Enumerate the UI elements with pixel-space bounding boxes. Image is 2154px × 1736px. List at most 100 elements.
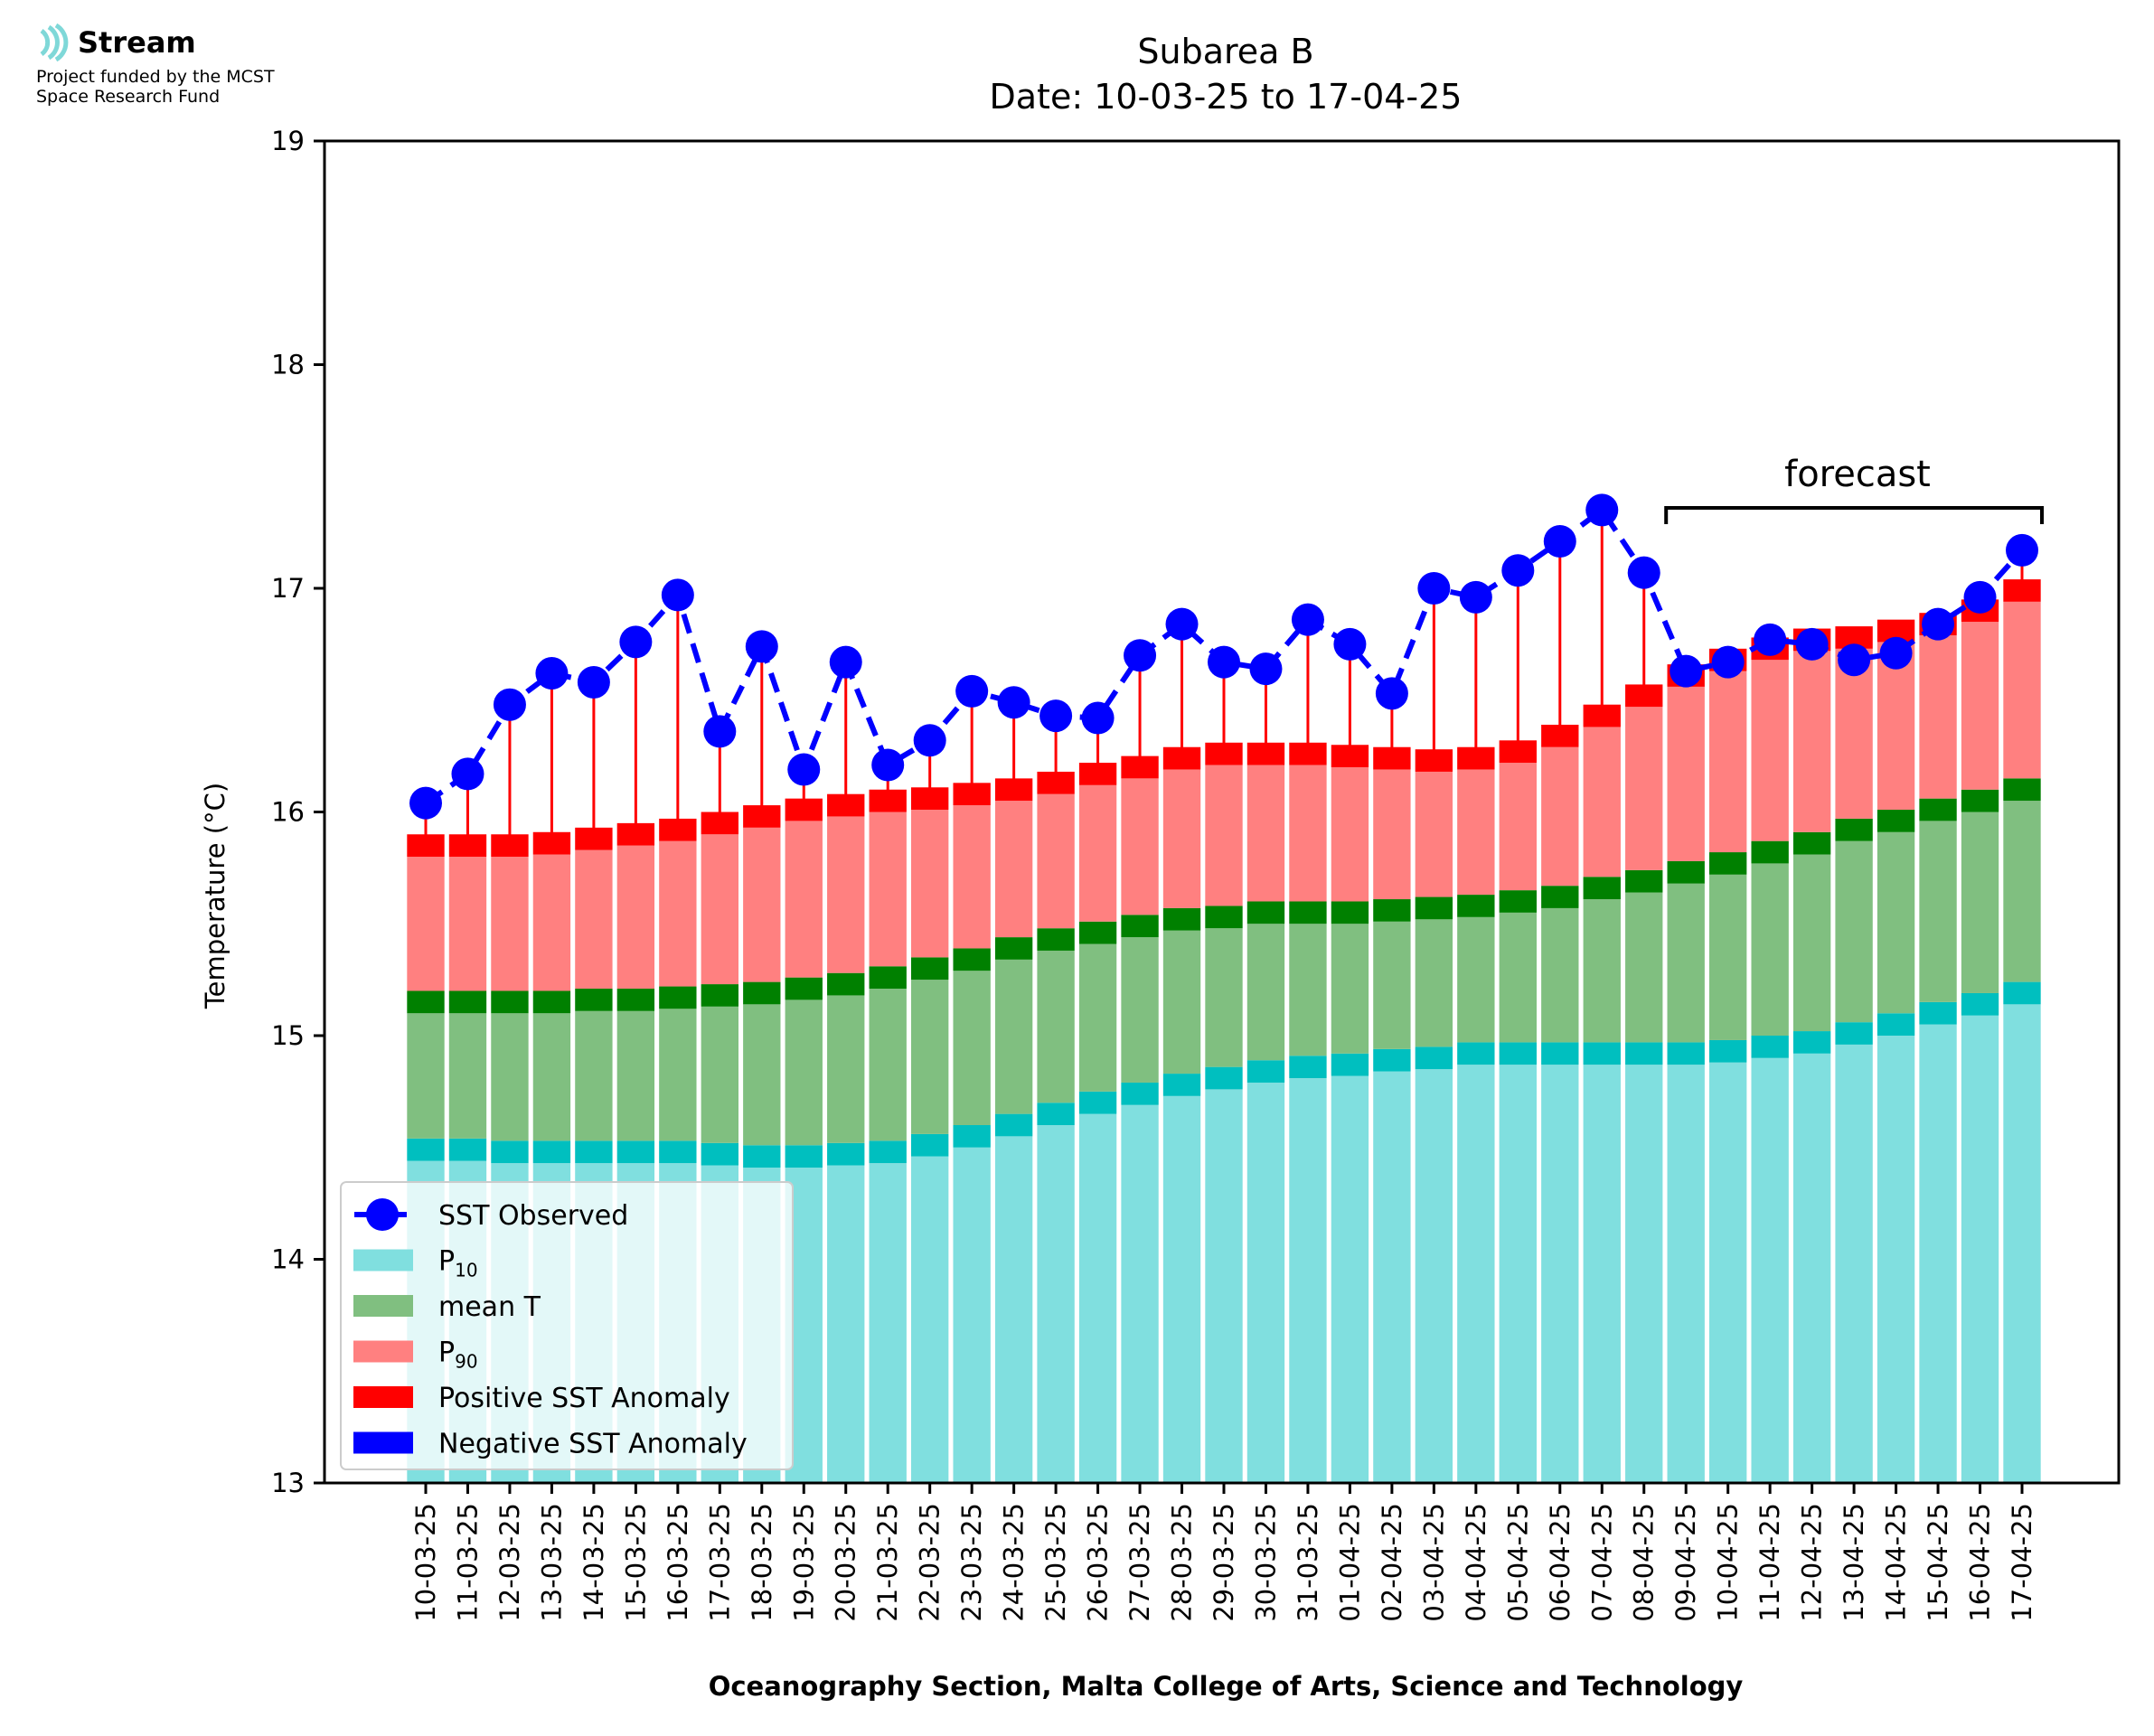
legend-swatch	[353, 1249, 413, 1272]
x-tick-label: 26-03-25	[1083, 1503, 1114, 1622]
bar-p10-band	[448, 1138, 487, 1161]
x-tick-label: 23-03-25	[956, 1503, 987, 1622]
bar-p10	[1625, 1065, 1663, 1483]
bar-p90	[407, 857, 445, 991]
bar-mean	[575, 1010, 613, 1141]
bar-mean	[785, 999, 823, 1146]
bar-p90	[1709, 671, 1747, 853]
bar-p90	[1121, 778, 1159, 915]
bar-mean-band	[532, 990, 571, 1014]
sst-observed-point	[1291, 603, 1324, 636]
chart-subtitle: Date: 10-03-25 to 17-04-25	[990, 77, 1463, 117]
y-tick-label: 19	[271, 126, 305, 156]
stream-logo-icon	[40, 23, 69, 61]
sst-observed-point	[451, 757, 484, 791]
bar-p10-band	[1078, 1091, 1117, 1114]
funding-note: Project funded by the MCST Space Researc…	[36, 67, 362, 107]
bar-p10-band	[1037, 1103, 1075, 1125]
bar-mean-band	[827, 972, 865, 996]
bar-p90	[1919, 634, 1957, 799]
sst-observed-point	[1922, 607, 1955, 641]
x-axis-label: Oceanography Section, Malta College of A…	[709, 1671, 1744, 1702]
bar-p10	[1961, 1015, 1999, 1483]
legend-subscript: 90	[455, 1351, 477, 1373]
bar-p10	[827, 1165, 865, 1483]
bar-p10	[2003, 1004, 2041, 1483]
bar-mean-band	[575, 989, 613, 1011]
bar-p10	[869, 1163, 907, 1483]
bar-mean-band	[785, 977, 823, 1000]
y-tick-label: 16	[271, 797, 305, 828]
bar-p10-band	[2003, 981, 2041, 1005]
bar-p10	[1457, 1065, 1495, 1483]
bar-p90	[1162, 769, 1201, 908]
bar-mean-band	[1205, 906, 1243, 929]
bar-p10-band	[1331, 1053, 1369, 1076]
bar-p90	[1625, 707, 1663, 870]
bar-mean	[1541, 907, 1579, 1043]
bar-mean	[1583, 899, 1621, 1043]
bar-p10	[1835, 1044, 1873, 1483]
bar-p90	[1961, 622, 1999, 790]
bar-mean-band	[1373, 899, 1411, 922]
bar-p10	[1289, 1078, 1327, 1483]
sst-observed-point	[1375, 677, 1408, 710]
bar-mean-band	[1078, 921, 1117, 944]
bar-p10-band	[1246, 1060, 1285, 1083]
bar-p90	[1792, 651, 1831, 832]
bar-mean	[1919, 821, 1957, 1002]
bar-mean	[1205, 928, 1243, 1067]
bar-mean-band	[1667, 860, 1705, 884]
bar-mean-band	[2003, 778, 2041, 802]
bar-p10	[1373, 1071, 1411, 1483]
sst-observed-point	[1459, 580, 1492, 614]
x-tick-label: 22-03-25	[915, 1503, 945, 1622]
sst-observed-point	[1124, 639, 1157, 672]
bar-mean-band	[911, 957, 949, 981]
bar-p10	[1667, 1065, 1705, 1483]
sst-observed-point	[493, 688, 526, 721]
sst-observed-point	[1165, 607, 1199, 641]
bar-mean	[448, 1013, 487, 1139]
bar-p10-band	[1751, 1036, 1789, 1058]
x-tick-label: 28-03-25	[1167, 1503, 1198, 1622]
bar-p90	[1289, 765, 1327, 902]
bar-p10-band	[407, 1138, 445, 1161]
bar-mean	[1877, 831, 1915, 1014]
sst-observed-point	[1585, 493, 1619, 527]
bar-p10-band	[1162, 1074, 1201, 1096]
bar-mean-band	[1246, 901, 1285, 924]
bar-p90	[2003, 601, 2041, 779]
x-tick-label: 03-04-25	[1418, 1503, 1449, 1622]
bar-p10-band	[1457, 1042, 1495, 1065]
bar-p90	[1667, 686, 1705, 861]
bar-p90	[869, 812, 907, 967]
bar-p10-band	[1541, 1042, 1579, 1065]
bar-mean	[616, 1010, 655, 1141]
x-tick-label: 12-04-25	[1797, 1503, 1828, 1622]
bar-mean	[1415, 919, 1453, 1047]
bar-p10-band	[743, 1145, 781, 1168]
bar-p90	[785, 821, 823, 978]
x-tick-label: 11-04-25	[1754, 1503, 1785, 1622]
x-tick-label: 27-03-25	[1124, 1503, 1155, 1622]
x-tick-label: 18-03-25	[747, 1503, 777, 1622]
forecast-bracket	[1664, 506, 2044, 524]
bar-mean-band	[1835, 818, 1873, 841]
sst-observed-point	[703, 715, 737, 748]
sst-observed-point	[1963, 580, 1997, 614]
bar-mean	[1289, 924, 1327, 1056]
bar-p90	[827, 816, 865, 973]
bar-mean-band	[1751, 840, 1789, 864]
bar-p10-band	[1792, 1031, 1831, 1054]
bar-mean	[1121, 937, 1159, 1083]
funding-line-2: Space Research Fund	[36, 87, 221, 107]
bar-p10-band	[1121, 1082, 1159, 1105]
bar-p90	[1246, 765, 1285, 902]
bar-p90	[1583, 727, 1621, 877]
sst-observed-point	[1627, 556, 1660, 589]
legend-item-positive-anomaly: Positive SST Anomaly	[438, 1383, 730, 1414]
bar-mean-band	[407, 990, 445, 1014]
bar-p10-band	[827, 1142, 865, 1166]
